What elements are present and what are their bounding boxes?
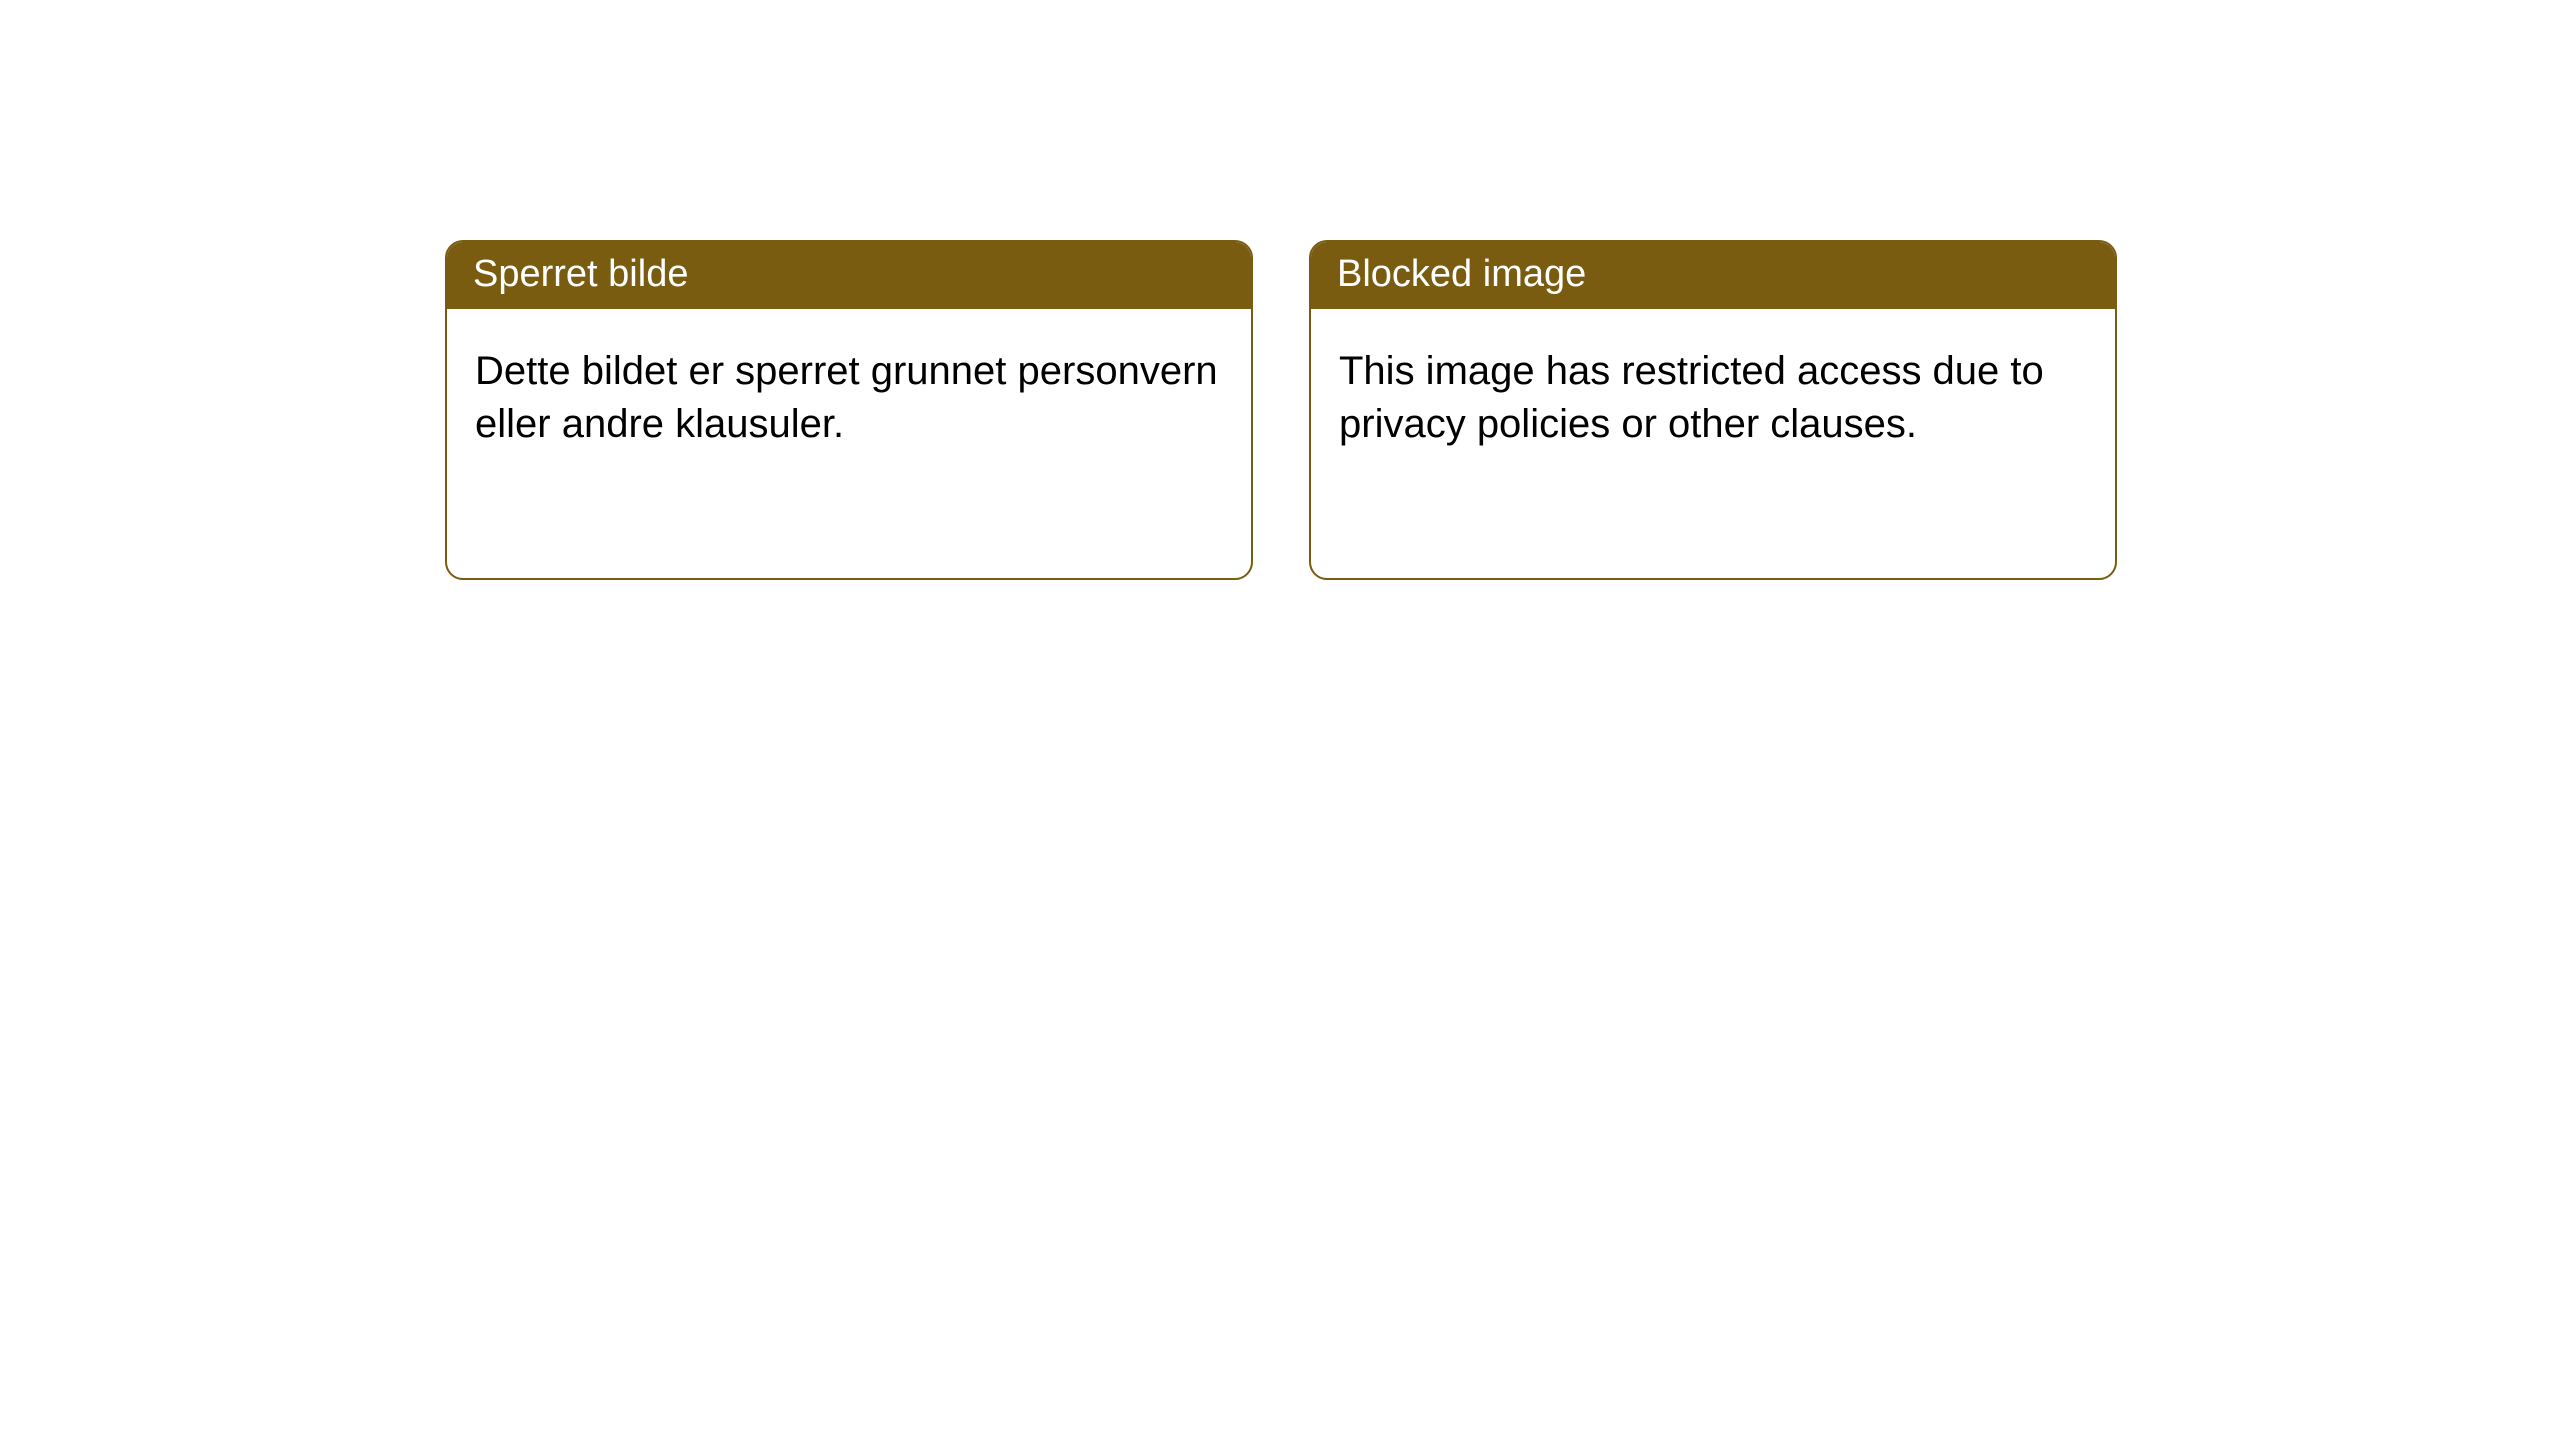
notice-body-norwegian: Dette bildet er sperret grunnet personve… (447, 309, 1251, 479)
notice-container: Sperret bilde Dette bildet er sperret gr… (445, 240, 2117, 580)
notice-body-english: This image has restricted access due to … (1311, 309, 2115, 479)
notice-card-norwegian: Sperret bilde Dette bildet er sperret gr… (445, 240, 1253, 580)
notice-header-norwegian: Sperret bilde (447, 242, 1251, 309)
notice-card-english: Blocked image This image has restricted … (1309, 240, 2117, 580)
notice-header-english: Blocked image (1311, 242, 2115, 309)
